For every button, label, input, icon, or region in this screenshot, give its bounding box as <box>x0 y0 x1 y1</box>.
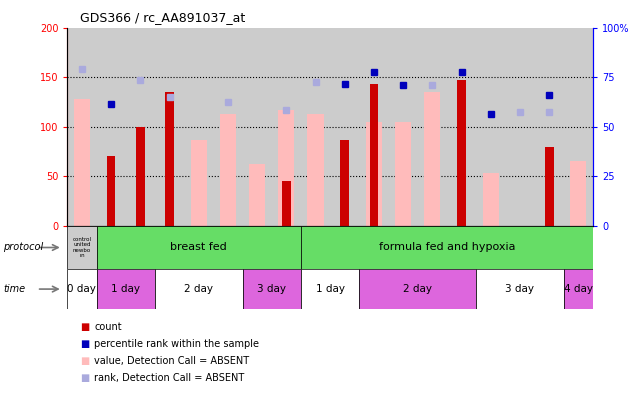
Bar <box>360 269 476 309</box>
Bar <box>457 80 466 226</box>
Bar <box>360 28 388 226</box>
Bar <box>190 139 207 226</box>
Text: 2 day: 2 day <box>403 284 432 294</box>
Bar <box>67 28 97 226</box>
Text: ■: ■ <box>80 356 89 366</box>
Bar <box>126 28 155 226</box>
Bar <box>301 226 593 269</box>
Bar <box>308 114 324 226</box>
Bar <box>330 28 360 226</box>
Text: 0 day: 0 day <box>67 284 96 294</box>
Bar <box>424 92 440 226</box>
Bar <box>563 269 593 309</box>
Text: control
united
newbo
rn: control united newbo rn <box>72 237 92 258</box>
Bar <box>282 181 291 226</box>
Bar <box>505 28 535 226</box>
Bar <box>476 269 563 309</box>
Bar <box>301 269 360 309</box>
Bar <box>476 28 505 226</box>
Text: value, Detection Call = ABSENT: value, Detection Call = ABSENT <box>94 356 249 366</box>
Bar <box>483 173 499 226</box>
Bar <box>74 99 90 226</box>
Bar <box>366 122 382 226</box>
Text: formula fed and hypoxia: formula fed and hypoxia <box>379 242 515 253</box>
Text: 2 day: 2 day <box>184 284 213 294</box>
Bar <box>418 28 447 226</box>
Bar <box>447 28 476 226</box>
Bar <box>545 147 554 226</box>
Bar <box>340 139 349 226</box>
Text: time: time <box>3 284 26 294</box>
Bar <box>301 28 330 226</box>
Bar <box>184 28 213 226</box>
Bar <box>220 114 236 226</box>
Bar <box>155 269 242 309</box>
Bar <box>388 28 418 226</box>
Bar <box>97 269 155 309</box>
Bar <box>97 226 301 269</box>
Text: 4 day: 4 day <box>564 284 593 294</box>
Text: percentile rank within the sample: percentile rank within the sample <box>94 339 259 349</box>
Bar <box>165 92 174 226</box>
Bar <box>242 28 272 226</box>
Bar <box>106 156 115 226</box>
Bar <box>67 226 97 269</box>
Text: 3 day: 3 day <box>505 284 535 294</box>
Bar <box>97 28 126 226</box>
Bar <box>242 269 301 309</box>
Text: 3 day: 3 day <box>257 284 287 294</box>
Text: GDS366 / rc_AA891037_at: GDS366 / rc_AA891037_at <box>80 11 246 24</box>
Bar <box>570 162 587 226</box>
Text: ■: ■ <box>80 322 89 332</box>
Text: breast fed: breast fed <box>171 242 227 253</box>
Bar <box>155 28 184 226</box>
Bar <box>370 84 378 226</box>
Bar <box>213 28 242 226</box>
Text: 1 day: 1 day <box>111 284 140 294</box>
Text: protocol: protocol <box>3 242 44 253</box>
Bar <box>272 28 301 226</box>
Text: ■: ■ <box>80 373 89 383</box>
Bar <box>535 28 563 226</box>
Bar <box>395 122 411 226</box>
Bar <box>563 28 593 226</box>
Bar <box>136 127 145 226</box>
Text: 1 day: 1 day <box>315 284 345 294</box>
Text: ■: ■ <box>80 339 89 349</box>
Bar <box>249 164 265 226</box>
Bar <box>67 269 97 309</box>
Bar <box>278 110 294 226</box>
Text: rank, Detection Call = ABSENT: rank, Detection Call = ABSENT <box>94 373 244 383</box>
Text: count: count <box>94 322 122 332</box>
